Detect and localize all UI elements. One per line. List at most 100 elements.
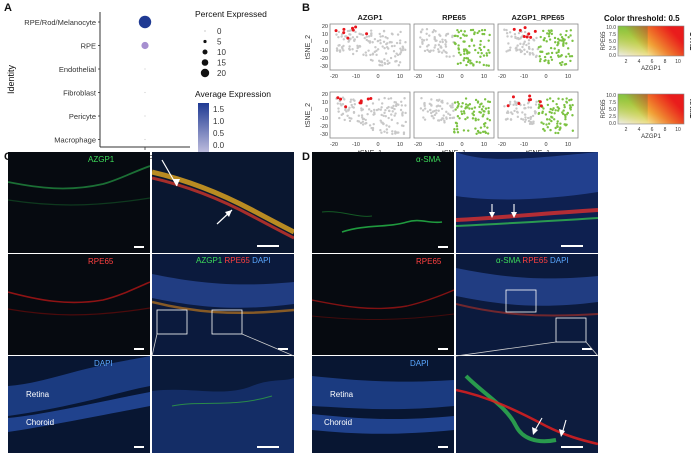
- heatmap-red: [618, 94, 684, 124]
- tsne-point: [482, 122, 486, 126]
- tsne-point: [564, 115, 567, 119]
- tsne-point: [377, 98, 381, 101]
- tsne-point: [457, 31, 460, 34]
- tsne-point: [546, 32, 549, 35]
- tsne-point: [427, 50, 431, 53]
- tsne-point: [390, 44, 394, 48]
- a-identity-label: RPE: [81, 42, 96, 51]
- tsne-point: [455, 125, 459, 128]
- tsne-point-red: [529, 35, 533, 39]
- tsne-point: [422, 39, 426, 42]
- tsne-point: [537, 112, 540, 116]
- tsne-point: [485, 52, 488, 55]
- tsne-point: [527, 106, 530, 109]
- tsne-x-tick: 10: [397, 142, 403, 148]
- tsne-point: [544, 113, 548, 116]
- d-merge-sma: α-SMA: [496, 256, 521, 265]
- tsne-point: [386, 59, 389, 63]
- tsne-point: [522, 43, 525, 46]
- tsne-point: [478, 46, 481, 50]
- tsne-point: [516, 44, 519, 47]
- heatmap-x-tick: 6: [651, 59, 654, 65]
- tsne-point: [486, 126, 489, 129]
- tsne-point: [508, 102, 512, 106]
- tsne-point: [515, 49, 518, 52]
- tsne-point: [539, 57, 542, 61]
- tsne-point: [474, 48, 477, 52]
- tsne-point: [459, 29, 463, 33]
- tsne-point: [480, 29, 484, 32]
- tsne-x-tick: 0: [460, 142, 463, 148]
- tsne-point: [523, 48, 526, 51]
- tsne-point: [350, 117, 353, 120]
- tsne-point: [508, 48, 512, 52]
- tsne-point: [551, 116, 554, 119]
- tsne-point: [476, 129, 480, 133]
- panel-a-dotplot: RPE/Rod/Melanocyte RPE Endothelial Fibrobla…: [6, 9, 271, 160]
- tsne-point: [423, 118, 427, 121]
- tsne-point: [570, 98, 573, 101]
- heatmap-y-tick: 7.5: [609, 100, 616, 106]
- c-merge-image: AZGP1 RPE65 DAPI: [152, 254, 294, 355]
- tsne-point: [351, 36, 355, 39]
- c-retina-label: Retina: [26, 390, 50, 399]
- tsne-point: [527, 42, 530, 45]
- tsne-point: [515, 46, 518, 49]
- tsne-point: [335, 33, 338, 36]
- heatmap-y-tick: 5.0: [609, 39, 616, 45]
- tsne-point: [361, 120, 365, 123]
- tsne-point: [509, 118, 513, 121]
- tsne-point: [548, 97, 552, 100]
- tsne-point: [385, 45, 389, 49]
- tsne-point: [367, 108, 371, 111]
- tsne-point: [453, 101, 457, 104]
- tsne-point: [385, 42, 388, 46]
- tsne-point: [530, 122, 534, 126]
- tsne-y-tick: 10: [322, 32, 328, 38]
- tsne-point: [371, 41, 374, 44]
- tsne-point: [372, 122, 375, 126]
- tsne-point: [563, 103, 566, 107]
- tsne-point: [433, 113, 437, 117]
- tsne-point: [513, 100, 517, 103]
- tsne-point: [442, 49, 445, 52]
- tsne-point: [337, 110, 340, 113]
- tsne-point: [436, 48, 440, 51]
- a-identity-label: Macrophage: [54, 136, 96, 145]
- tsne-point: [379, 39, 382, 42]
- tsne-point: [389, 56, 393, 60]
- tsne-y-tick: 20: [322, 92, 328, 98]
- tsne-point: [513, 109, 516, 113]
- tsne-point: [380, 113, 383, 117]
- tsne-point-red: [369, 97, 373, 101]
- tsne-point: [476, 100, 480, 103]
- tsne-point: [456, 115, 460, 118]
- tsne-point: [421, 109, 425, 112]
- tsne-point: [397, 103, 400, 106]
- tsne-point: [431, 110, 435, 113]
- tsne-point: [471, 112, 474, 115]
- tsne-x-tick: 10: [481, 142, 487, 148]
- tsne-x-tick: 0: [376, 74, 379, 80]
- tsne-point: [422, 116, 425, 119]
- tsne-point: [459, 61, 462, 65]
- tsne-x-tick: -20: [498, 142, 506, 148]
- tsne-point: [346, 114, 349, 117]
- tsne-point: [487, 48, 490, 52]
- tsne-point: [456, 128, 459, 131]
- tsne-point: [506, 35, 509, 38]
- tsne-point: [373, 112, 376, 116]
- tsne-point: [515, 103, 518, 107]
- heatmap-frame: [617, 25, 685, 57]
- tsne-point: [556, 120, 559, 123]
- tsne-point: [549, 107, 552, 111]
- tsne-point: [436, 119, 440, 122]
- tsne-point: [397, 64, 401, 67]
- tsne-point: [547, 122, 551, 125]
- tsne-point: [550, 51, 554, 55]
- c-azgp1-image: AZGP1: [8, 152, 150, 253]
- tsne-point: [523, 52, 526, 56]
- tsne-point: [565, 123, 568, 126]
- tsne-point: [559, 122, 562, 125]
- tsne-point: [360, 114, 364, 117]
